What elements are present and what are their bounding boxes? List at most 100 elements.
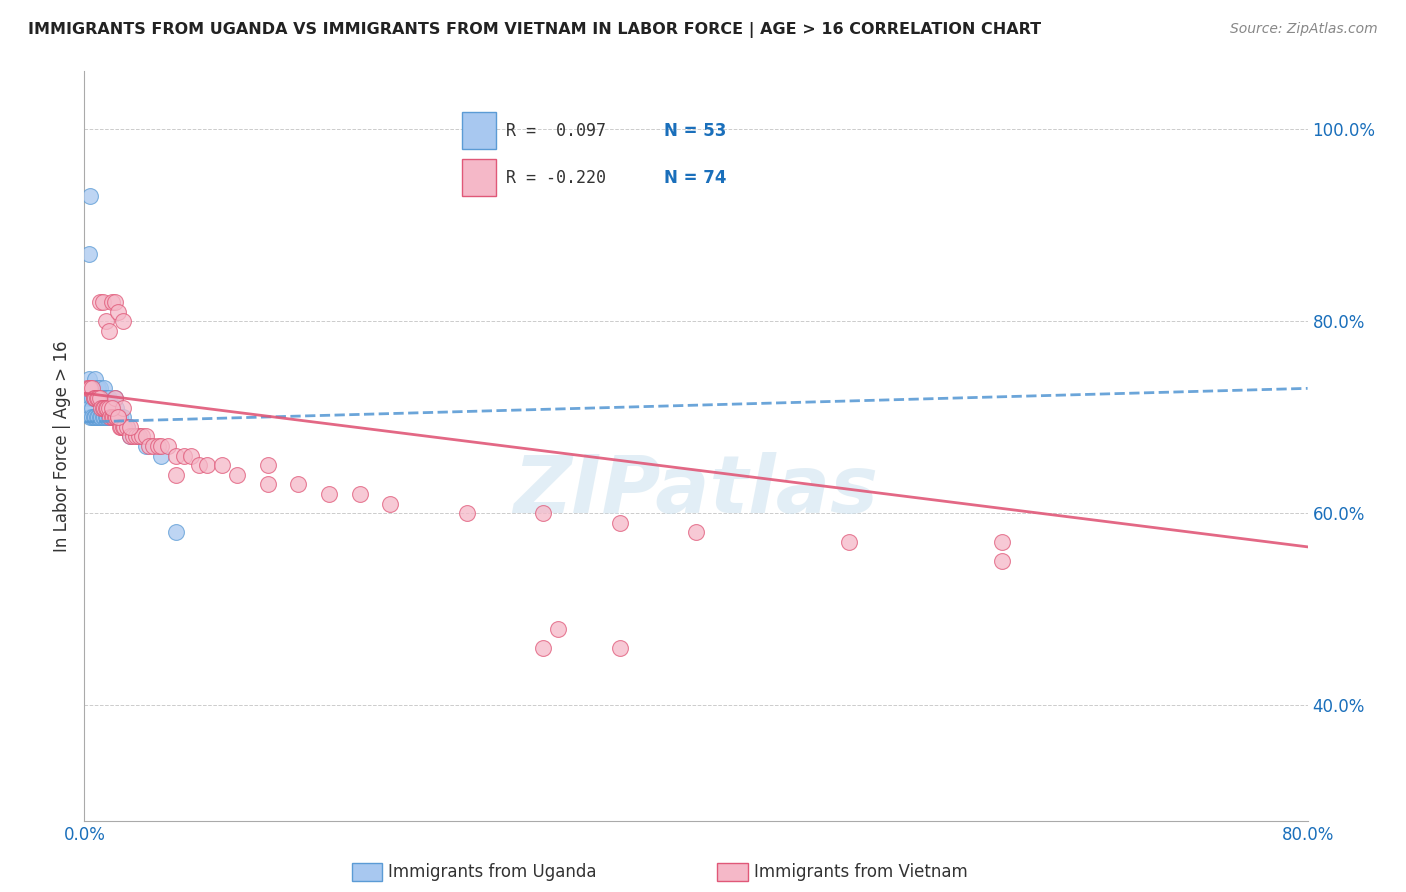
Point (380, 497, 402, 511)
Point (90, 391, 112, 405)
Point (94, 314, 117, 328)
Point (80, 410, 103, 425)
Point (89, 410, 111, 425)
Point (93, 381, 115, 395)
Point (80, 401, 103, 415)
Point (93, 401, 115, 415)
Point (90, 401, 112, 415)
Point (86, 391, 108, 405)
Point (83, 410, 105, 425)
Point (86, 381, 108, 395)
Text: ZIPatlas: ZIPatlas (513, 452, 879, 530)
Point (87, 391, 110, 405)
Point (138, 439, 160, 453)
Point (211, 458, 233, 473)
Point (79, 381, 101, 395)
Point (135, 429, 157, 443)
Point (104, 391, 127, 405)
Text: Immigrants from Vietnam: Immigrants from Vietnam (754, 863, 967, 881)
Point (173, 449, 195, 463)
Point (257, 477, 280, 491)
Point (838, 535, 860, 549)
Point (79, 381, 101, 395)
Point (101, 401, 124, 415)
Point (105, 410, 128, 425)
Point (86, 410, 108, 425)
Point (84, 410, 107, 425)
Point (93, 410, 115, 425)
Point (97, 324, 120, 338)
Point (165, 467, 187, 482)
Point (97, 401, 120, 415)
Point (122, 429, 145, 443)
Point (107, 410, 129, 425)
Point (195, 458, 218, 473)
Point (98, 401, 121, 415)
Point (86, 391, 108, 405)
Point (96, 401, 118, 415)
Point (77, 372, 100, 386)
Point (456, 506, 478, 520)
Point (79, 189, 101, 203)
Point (89, 391, 111, 405)
Point (77, 247, 100, 261)
Point (180, 449, 202, 463)
Point (98, 410, 121, 425)
Point (80, 391, 103, 405)
Point (609, 516, 631, 530)
Point (104, 294, 127, 309)
Point (91, 410, 114, 425)
Point (547, 622, 569, 636)
Point (609, 640, 631, 655)
Point (96, 410, 118, 425)
Point (318, 487, 340, 501)
Point (93, 391, 115, 405)
Point (111, 410, 134, 425)
Point (142, 439, 165, 453)
Point (110, 419, 132, 434)
Point (89, 294, 111, 309)
Point (103, 410, 125, 425)
Point (76, 381, 98, 395)
Point (135, 439, 157, 453)
Point (107, 410, 129, 425)
Point (120, 429, 142, 443)
Point (111, 401, 134, 415)
Point (531, 640, 554, 655)
Point (80, 381, 103, 395)
Point (87, 391, 110, 405)
Text: Source: ZipAtlas.com: Source: ZipAtlas.com (1230, 22, 1378, 37)
Point (101, 294, 124, 309)
Point (120, 419, 142, 434)
Point (108, 419, 131, 434)
Point (77, 401, 100, 415)
Point (111, 419, 134, 434)
Point (107, 410, 129, 425)
Point (94, 391, 117, 405)
Point (685, 525, 707, 540)
Point (96, 391, 118, 405)
Point (87, 381, 110, 395)
Point (188, 458, 211, 473)
Point (101, 401, 124, 415)
Point (103, 410, 125, 425)
Point (287, 477, 309, 491)
Point (991, 535, 1014, 549)
Point (91, 294, 114, 309)
Point (91, 391, 114, 405)
Point (89, 391, 111, 405)
Point (991, 554, 1014, 568)
Point (107, 304, 129, 318)
Point (94, 401, 117, 415)
Point (84, 391, 107, 405)
Point (83, 381, 105, 395)
Point (94, 410, 117, 425)
Point (97, 391, 120, 405)
Point (146, 439, 169, 453)
Point (84, 372, 107, 386)
Point (84, 391, 107, 405)
Point (125, 429, 148, 443)
Point (112, 419, 135, 434)
Point (104, 391, 127, 405)
Point (226, 467, 249, 482)
